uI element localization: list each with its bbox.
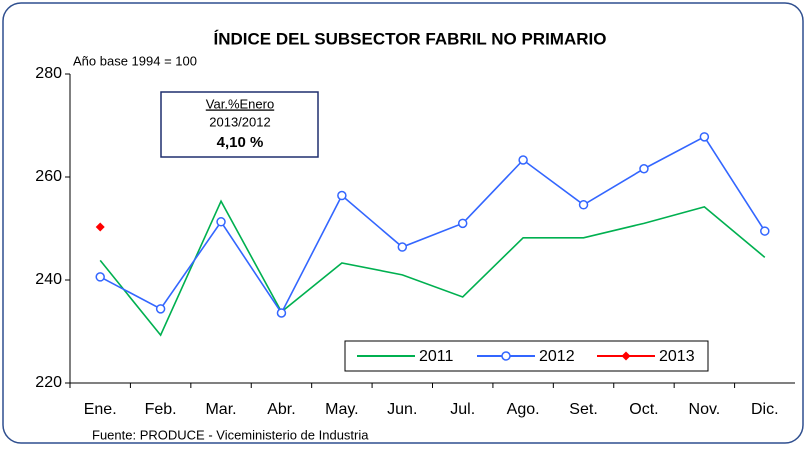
x-tick-label: Jul. bbox=[450, 401, 475, 418]
chart-title: ÍNDICE DEL SUBSECTOR FABRIL NO PRIMARIO bbox=[214, 29, 607, 48]
x-tick-label: May. bbox=[325, 401, 358, 418]
point bbox=[95, 272, 105, 282]
legend-label: 2013 bbox=[659, 348, 695, 365]
series-line bbox=[99, 135, 766, 315]
y-tick-label: 240 bbox=[35, 271, 62, 288]
point bbox=[276, 308, 287, 318]
point bbox=[155, 304, 166, 314]
series-line bbox=[99, 199, 766, 337]
x-tick-label: Set. bbox=[569, 401, 597, 418]
frame bbox=[2, 2, 804, 444]
point bbox=[337, 190, 347, 201]
annotation-box: Var.%Enero 2013/2012 4,10 % bbox=[160, 91, 319, 158]
annotation-frame bbox=[160, 91, 319, 158]
x-tick-label: Feb. bbox=[145, 401, 177, 418]
legend-label: 2011 bbox=[419, 348, 454, 365]
x-tick-label: Mar. bbox=[205, 401, 236, 418]
point bbox=[457, 218, 468, 229]
x-tick-label: Nov. bbox=[689, 401, 721, 418]
x-tick-label: Oct. bbox=[629, 401, 658, 418]
point bbox=[518, 155, 528, 165]
point bbox=[501, 351, 511, 361]
point bbox=[621, 351, 631, 361]
y-tick-label: 280 bbox=[35, 65, 62, 82]
point bbox=[639, 164, 649, 174]
source: Fuente: PRODUCE - Viceministerio de Indu… bbox=[92, 427, 369, 442]
x-tick-label: Ago. bbox=[507, 401, 540, 418]
subtitle: Año base 1994 = 100 bbox=[73, 53, 197, 68]
x-tick-label: Ene. bbox=[84, 401, 117, 418]
annotation-value: 4,10 % bbox=[217, 134, 264, 151]
point bbox=[699, 132, 710, 142]
point bbox=[578, 200, 589, 210]
legend-label: 2012 bbox=[539, 348, 575, 365]
point bbox=[760, 226, 770, 236]
annotation-period: 2013/2012 bbox=[209, 114, 270, 129]
y-tick-label: 220 bbox=[35, 374, 62, 391]
x-tick-label: Abr. bbox=[267, 401, 295, 418]
y-tick-label: 260 bbox=[35, 168, 62, 185]
point bbox=[397, 242, 408, 252]
annotation-title: Var.%Enero bbox=[206, 96, 274, 111]
x-tick-label: Dic. bbox=[751, 401, 779, 418]
point bbox=[216, 217, 226, 227]
x-tick-label: Jun. bbox=[387, 401, 417, 418]
point bbox=[95, 222, 105, 232]
